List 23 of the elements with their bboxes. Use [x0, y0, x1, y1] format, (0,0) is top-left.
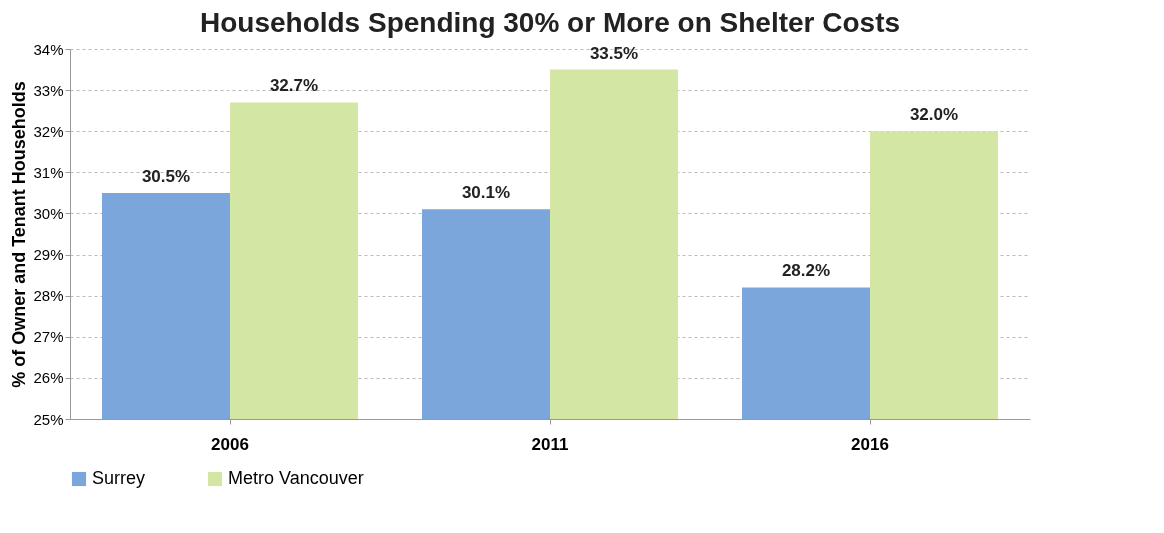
legend-label: Metro Vancouver	[228, 468, 364, 488]
y-tick-label: 32%	[33, 122, 64, 140]
y-axis-title: % of Owner and Tenant Households	[9, 81, 30, 388]
data-label: 30.1%	[461, 183, 511, 203]
y-tick-label: 34%	[33, 40, 64, 58]
x-tick-label: 2006	[211, 434, 249, 454]
chart-title: Households Spending 30% or More on Shelter Costs	[199, 7, 901, 38]
y-tick-label: 33%	[33, 81, 64, 99]
y-tick-label: 27%	[33, 328, 64, 346]
y-tick-label: 26%	[33, 369, 64, 387]
data-label: 28.2%	[781, 261, 831, 281]
x-tick-label: 2016	[851, 434, 889, 454]
x-tick-label: 2011	[531, 434, 569, 454]
y-tick-label: 25%	[33, 410, 64, 428]
data-label: 33.5%	[589, 43, 639, 63]
legend-label: Surrey	[92, 468, 146, 488]
y-tick-label: 31%	[33, 163, 64, 181]
y-tick-label: 29%	[33, 246, 64, 264]
y-tick-label: 30%	[33, 204, 64, 222]
data-label: 32.0%	[909, 105, 959, 125]
data-label: 30.5%	[141, 166, 191, 186]
data-label: 32.7%	[269, 76, 319, 96]
y-tick-label: 28%	[33, 287, 64, 305]
